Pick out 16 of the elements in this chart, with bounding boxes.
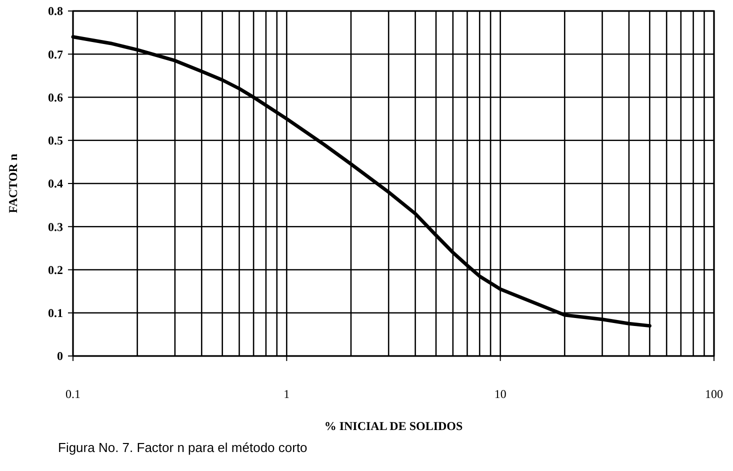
y-tick-label: 0.2	[48, 262, 63, 277]
x-tick-label: 10	[494, 387, 506, 401]
y-tick-label: 0.4	[48, 176, 63, 191]
x-axis-title: % INICIAL DE SOLIDOS	[324, 419, 464, 433]
y-tick-label: 0	[57, 349, 63, 364]
y-tick-label: 0.6	[48, 90, 63, 104]
y-tick-label: 0.8	[48, 4, 63, 18]
y-tick-label: 0.7	[48, 47, 63, 62]
y-tick-label: 0.5	[48, 134, 63, 148]
y-tick-label: 0.3	[48, 220, 63, 234]
x-tick-label: 0.1	[66, 387, 80, 401]
x-tick-label: 100	[705, 387, 723, 401]
y-tick-label: 0.1	[48, 306, 63, 320]
text: Figura No. 7. Factor n para el método corto	[58, 440, 308, 455]
y-axis-title: FACTOR n	[6, 154, 20, 214]
x-tick-label: 1	[284, 387, 290, 401]
